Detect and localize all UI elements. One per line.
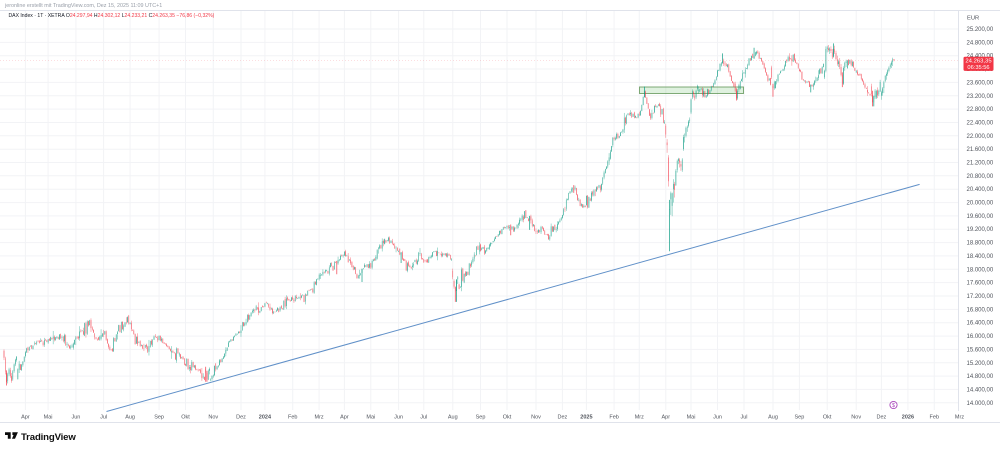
svg-text:14.400,00: 14.400,00: [967, 387, 994, 393]
svg-text:24.263,35: 24.263,35: [965, 59, 992, 65]
svg-text:Sep: Sep: [154, 414, 164, 420]
svg-text:$: $: [892, 403, 895, 409]
svg-text:22.400,00: 22.400,00: [967, 121, 994, 127]
svg-text:Mrz: Mrz: [635, 414, 644, 420]
svg-text:Mrz: Mrz: [955, 414, 964, 420]
svg-text:Mai: Mai: [366, 414, 375, 420]
svg-text:TradingView: TradingView: [21, 432, 76, 443]
svg-text:Dez: Dez: [877, 414, 887, 420]
svg-text:20.400,00: 20.400,00: [967, 187, 994, 193]
svg-text:21.600,00: 21.600,00: [967, 147, 994, 153]
svg-text:23.600,00: 23.600,00: [967, 80, 994, 86]
svg-text:Sep: Sep: [795, 414, 805, 420]
svg-text:Feb: Feb: [609, 414, 618, 420]
svg-text:21.200,00: 21.200,00: [967, 161, 994, 167]
svg-text:Apr: Apr: [340, 414, 349, 420]
svg-text:Feb: Feb: [288, 414, 297, 420]
svg-text:Jun: Jun: [71, 414, 80, 420]
svg-text:Jul: Jul: [740, 414, 747, 420]
svg-text:17.200,00: 17.200,00: [967, 294, 994, 300]
svg-text:14.800,00: 14.800,00: [967, 374, 994, 380]
svg-text:Okt: Okt: [181, 414, 190, 420]
svg-text:Aug: Aug: [125, 414, 135, 420]
svg-text:06:35:56: 06:35:56: [967, 65, 989, 71]
svg-text:Jun: Jun: [713, 414, 722, 420]
svg-text:Aug: Aug: [448, 414, 458, 420]
svg-text:20.800,00: 20.800,00: [967, 174, 994, 180]
svg-text:Aug: Aug: [768, 414, 778, 420]
svg-text:15.200,00: 15.200,00: [967, 361, 994, 367]
svg-text:DAX Index · 1T · XETRA O24.29: DAX Index · 1T · XETRA O24.297,94 H24.30…: [9, 13, 215, 19]
svg-text:22.800,00: 22.800,00: [967, 107, 994, 113]
svg-text:2026: 2026: [902, 414, 914, 420]
svg-text:14.000,00: 14.000,00: [967, 401, 994, 407]
svg-text:Okt: Okt: [823, 414, 832, 420]
svg-text:EUR: EUR: [967, 16, 979, 22]
svg-text:16.800,00: 16.800,00: [967, 307, 994, 313]
svg-text:2025: 2025: [580, 414, 592, 420]
svg-text:Mai: Mai: [687, 414, 696, 420]
svg-text:Feb: Feb: [930, 414, 939, 420]
svg-text:17.600,00: 17.600,00: [967, 281, 994, 287]
svg-text:Nov: Nov: [531, 414, 541, 420]
svg-text:Jul: Jul: [420, 414, 427, 420]
svg-text:24.800,00: 24.800,00: [967, 40, 994, 46]
svg-text:Mai: Mai: [44, 414, 53, 420]
svg-text:16.400,00: 16.400,00: [967, 321, 994, 327]
svg-text:Okt: Okt: [503, 414, 512, 420]
svg-text:16.000,00: 16.000,00: [967, 334, 994, 340]
svg-text:22.000,00: 22.000,00: [967, 134, 994, 140]
svg-text:Sep: Sep: [476, 414, 486, 420]
svg-text:18.800,00: 18.800,00: [967, 241, 994, 247]
svg-text:19.200,00: 19.200,00: [967, 227, 994, 233]
svg-text:Jul: Jul: [100, 414, 107, 420]
svg-text:18.000,00: 18.000,00: [967, 267, 994, 273]
svg-text:18.400,00: 18.400,00: [967, 254, 994, 260]
svg-text:20.000,00: 20.000,00: [967, 201, 994, 207]
svg-text:Dez: Dez: [558, 414, 568, 420]
svg-text:Apr: Apr: [21, 414, 30, 420]
svg-text:Mrz: Mrz: [315, 414, 324, 420]
svg-text:23.200,00: 23.200,00: [967, 94, 994, 100]
svg-text:2024: 2024: [259, 414, 272, 420]
svg-text:Nov: Nov: [208, 414, 218, 420]
svg-text:Dez: Dez: [236, 414, 246, 420]
svg-text:Apr: Apr: [662, 414, 671, 420]
svg-text:Jun: Jun: [394, 414, 403, 420]
svg-text:15.600,00: 15.600,00: [967, 347, 994, 353]
svg-text:Nov: Nov: [851, 414, 861, 420]
svg-text:19.600,00: 19.600,00: [967, 214, 994, 220]
svg-text:jeronline erstellt mit Trading: jeronline erstellt mit TradingView.com, …: [4, 3, 162, 9]
svg-text:25.200,00: 25.200,00: [967, 27, 994, 33]
